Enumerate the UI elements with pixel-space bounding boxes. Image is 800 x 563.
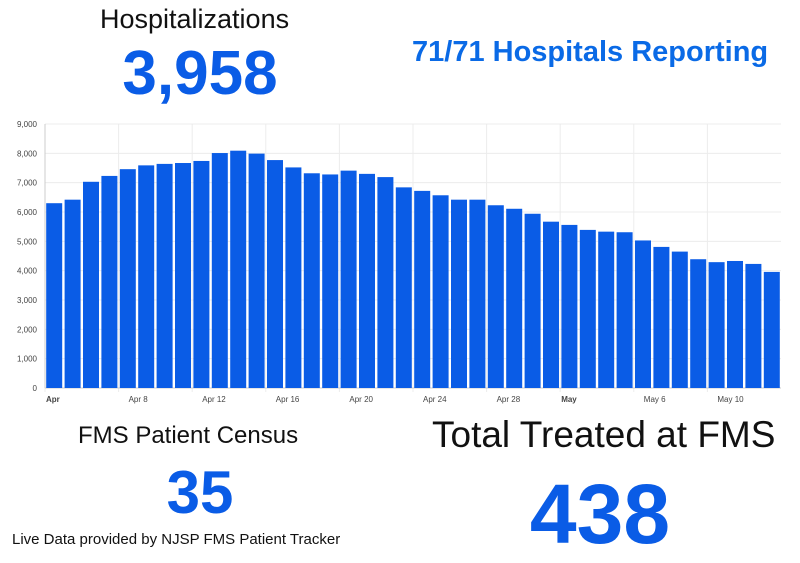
hospitalizations-chart: 0 1,000 2,000 3,000 4,000 5,000 6,000 7,000 8,00… <box>17 120 781 404</box>
bar <box>395 187 412 388</box>
bar <box>101 175 118 388</box>
bar <box>377 177 394 388</box>
bar <box>432 195 449 388</box>
x-tick-label: Apr 28 <box>497 395 521 404</box>
x-tick-label: Apr 20 <box>349 395 373 404</box>
bar <box>340 170 357 388</box>
bar <box>267 160 283 388</box>
bar <box>745 263 762 388</box>
bar <box>211 153 228 388</box>
bar <box>671 251 688 388</box>
x-tick-label: Apr 8 <box>129 395 149 404</box>
bar <box>119 169 136 388</box>
bar <box>561 224 578 388</box>
bar <box>285 167 302 388</box>
bar <box>487 205 504 388</box>
y-tick-label: 9,000 <box>17 120 38 129</box>
bar <box>193 160 210 388</box>
census-title: FMS Patient Census <box>78 422 299 449</box>
bar <box>138 165 155 388</box>
bar <box>635 240 651 388</box>
bar <box>64 199 81 388</box>
bar <box>359 173 375 388</box>
bar <box>175 163 191 388</box>
x-tick-label: Apr <box>46 395 60 404</box>
bar <box>303 173 320 388</box>
bar <box>579 229 596 388</box>
bar <box>83 181 99 388</box>
bar <box>230 150 247 388</box>
bar <box>156 163 173 388</box>
bar <box>451 199 467 388</box>
x-tick-label: Apr 24 <box>423 395 447 404</box>
y-tick-label: 4,000 <box>17 267 38 276</box>
data-source: Live Data provided by NJSP FMS Patient T… <box>12 531 341 548</box>
hospitalizations-title: Hospitalizations <box>100 4 290 34</box>
y-tick-label: 1,000 <box>17 355 38 364</box>
bar <box>616 232 633 388</box>
y-tick-label: 8,000 <box>17 149 38 158</box>
bar <box>727 260 743 388</box>
x-tick-label: Apr 12 <box>202 395 226 404</box>
y-tick-label: 5,000 <box>17 237 38 246</box>
treated-value: 438 <box>529 467 671 561</box>
x-tick-label: May 10 <box>717 395 744 404</box>
x-tick-label: Apr 16 <box>276 395 300 404</box>
bar <box>524 213 541 388</box>
x-tick-label: May <box>561 395 577 404</box>
bar <box>248 153 265 388</box>
census-value: 35 <box>166 459 234 526</box>
bar <box>469 199 486 388</box>
y-tick-label: 6,000 <box>17 208 38 217</box>
bar <box>690 259 707 388</box>
y-tick-label: 2,000 <box>17 325 38 334</box>
bar <box>598 231 615 388</box>
y-tick-label: 0 <box>33 384 38 393</box>
bar <box>543 221 559 388</box>
bar <box>506 208 523 388</box>
hospitalizations-value: 3,958 <box>122 39 278 108</box>
hospitals-reporting: 71/71 Hospitals Reporting <box>412 36 769 68</box>
bar <box>708 262 725 388</box>
bar <box>653 246 670 388</box>
bar <box>763 271 780 388</box>
bar <box>322 174 339 388</box>
treated-title: Total Treated at FMS <box>432 414 776 455</box>
y-tick-label: 3,000 <box>17 296 38 305</box>
y-tick-label: 7,000 <box>17 179 38 188</box>
x-tick-label: May 6 <box>644 395 666 404</box>
bar <box>414 190 431 388</box>
bar <box>46 203 63 388</box>
